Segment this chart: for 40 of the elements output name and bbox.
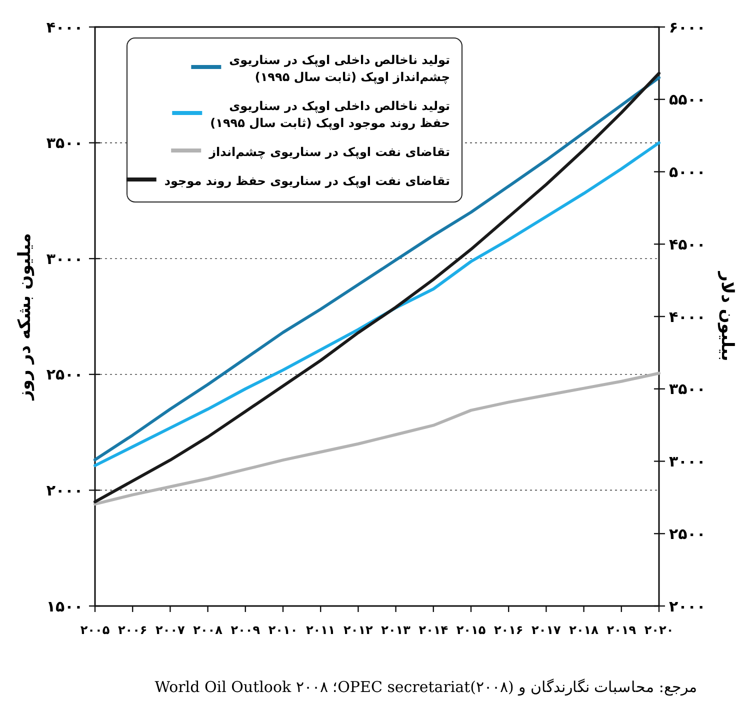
y2-tick-label: ۲۰۰۰ — [669, 597, 706, 616]
legend-label: تقاضای نفت اوپک در سناریوی چشم‌انداز — [208, 145, 450, 159]
x-tick-label: ۲۰۱۷ — [532, 623, 562, 637]
x-tick-label: ۲۰۰۶ — [118, 623, 148, 637]
y2-tick-label: ۴۵۰۰ — [669, 235, 706, 254]
legend-label: تقاضای نفت اوپک در سناریوی حفظ روند موجود — [164, 174, 450, 188]
x-tick-label: ۲۰۰۷ — [156, 623, 186, 637]
y2-tick-label: ۳۵۰۰ — [669, 380, 706, 398]
y2-tick-label: ۴۰۰۰ — [669, 308, 706, 326]
y-tick-label: ۴۰۰۰ — [46, 18, 83, 36]
legend-label: تولید ناخالص داخلی اوپک در سناریوی چشم‌انداز اوپک (ثابت سال ۱۹۹۵) — [229, 53, 450, 84]
y-tick-label: ۳۵۰۰ — [46, 134, 83, 152]
y2-tick-label: ۵۵۰۰ — [669, 90, 706, 109]
x-tick-label: ۲۰۰۵ — [80, 623, 110, 637]
x-tick-label: ۲۰۱۴ — [418, 623, 448, 637]
x-tick-label: ۲۰۲۰ — [644, 623, 674, 637]
x-tick-label: ۲۰۱۵ — [456, 623, 486, 637]
y2-tick-label: ۶۰۰۰ — [669, 18, 706, 36]
y-tick-label: ۱۵۰۰ — [46, 597, 83, 616]
y-axis-title: میلیون بشکه در روز — [15, 233, 35, 401]
y2-tick-label: ۳۰۰۰ — [669, 452, 706, 470]
text: مرجع: محاسبات نگارندگان و OPEC secretariat(۲۰۰۸)؛ World Oil Outlook ۲۰۰۸ — [154, 678, 697, 696]
y-tick-label: ۲۰۰۰ — [46, 481, 83, 500]
x-tick-label: ۲۰۰۸ — [193, 623, 224, 637]
line-series — [94, 372, 660, 506]
x-tick-label: ۲۰۱۰ — [268, 623, 298, 637]
x-tick-label: ۲۰۰۹ — [230, 623, 261, 637]
y2-tick-label: ۲۵۰۰ — [669, 524, 706, 543]
legend-label: تولید ناخالص داخلی اوپک در سناریوی حفظ روند موجود اوپک (ثابت سال ۱۹۹۵) — [210, 99, 450, 130]
x-tick-label: ۲۰۱۹ — [606, 623, 637, 637]
x-tick-label: ۲۰۱۱ — [306, 623, 336, 637]
line-series — [94, 141, 660, 468]
y-tick-label: ۳۰۰۰ — [46, 250, 83, 268]
x-tick-label: ۲۰۱۶ — [494, 623, 524, 637]
x-tick-label: ۲۰۱۸ — [569, 623, 600, 637]
x-tick-label: ۲۰۱۲ — [344, 623, 374, 637]
y-tick-label: ۲۵۰۰ — [46, 366, 83, 384]
y2-tick-label: ۵۰۰۰ — [669, 163, 706, 181]
y2-axis-title: بیلیون دلار — [717, 270, 737, 362]
x-tick-label: ۲۰۱۳ — [381, 623, 412, 637]
